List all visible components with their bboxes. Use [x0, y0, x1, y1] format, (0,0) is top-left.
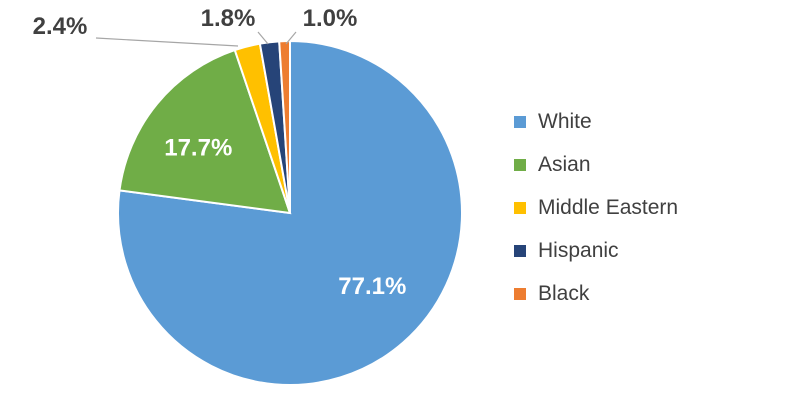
legend-swatch-hispanic — [514, 245, 526, 257]
legend-swatch-black — [514, 288, 526, 300]
leader-line-hispanic — [257, 31, 269, 45]
leader-line-middle-eastern — [95, 37, 239, 47]
legend-swatch-middle-eastern — [514, 202, 526, 214]
data-label-white: 77.1% — [338, 273, 406, 300]
legend: White Asian Middle Eastern Hispanic Black — [514, 110, 678, 305]
leader-lines — [95, 31, 297, 47]
data-label-hispanic: 1.8% — [201, 5, 256, 32]
data-label-asian: 17.7% — [164, 134, 232, 161]
legend-label-asian: Asian — [538, 153, 591, 176]
data-labels: 77.1% 17.7% 2.4% 1.8% 1.0% — [33, 5, 407, 300]
legend-swatch-white — [514, 116, 526, 128]
legend-label-hispanic: Hispanic — [538, 239, 619, 262]
pie-slice-asian — [118, 48, 292, 215]
data-label-black: 1.0% — [303, 5, 358, 32]
data-label-middle-eastern: 2.4% — [33, 13, 88, 40]
pie-slices — [117, 39, 463, 386]
legend-label-white: White — [538, 110, 592, 133]
leader-line-black — [285, 31, 297, 45]
pie-slice-black — [278, 39, 291, 214]
legend-label-middle-eastern: Middle Eastern — [538, 196, 678, 219]
legend-label-black: Black — [538, 282, 590, 305]
legend-swatch-asian — [514, 159, 526, 171]
